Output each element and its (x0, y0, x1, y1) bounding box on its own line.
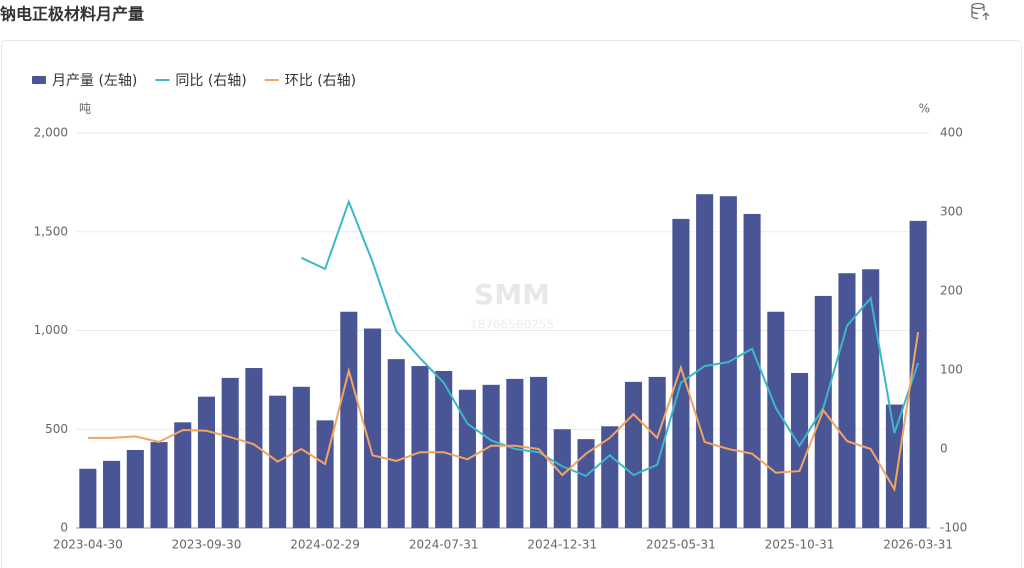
bar (790, 372, 809, 528)
y2-tick-label: 100 (940, 363, 963, 377)
x-tick-label: 2023-04-30 (53, 538, 123, 552)
bar (221, 377, 239, 528)
bar (838, 273, 856, 528)
x-tick-label: 2025-10-31 (765, 538, 835, 552)
bar (577, 439, 595, 528)
bar (150, 442, 168, 528)
x-tick-label: 2024-07-31 (409, 538, 479, 552)
x-tick-label: 2024-02-29 (290, 538, 360, 552)
bar (411, 366, 429, 528)
bar (174, 422, 192, 528)
y2-tick-label: 0 (940, 442, 948, 456)
y-tick-label: 2,000 (34, 126, 68, 140)
bar (363, 328, 382, 528)
bar (885, 404, 903, 528)
bar (553, 429, 571, 528)
bar (601, 426, 619, 528)
bar (648, 376, 666, 528)
bar (103, 460, 121, 528)
bar (696, 194, 714, 528)
chart-title: 钠电正极材料月产量 (0, 5, 144, 24)
y2-tick-label: 300 (940, 205, 963, 219)
watermark: 18766560255 (470, 318, 554, 332)
bar (506, 378, 524, 528)
y2-tick-label: 200 (940, 284, 963, 298)
line (300, 198, 920, 478)
bar (245, 368, 263, 528)
legend-label: 环比 (右轴) (285, 73, 356, 89)
bar (624, 381, 643, 528)
y2-unit: % (919, 102, 930, 116)
y2-tick-label: -100 (940, 521, 967, 535)
bar (292, 386, 310, 528)
legend-label: 月产量 (左轴) (52, 73, 137, 89)
x-tick-label: 2024-12-31 (527, 538, 597, 552)
bar (435, 370, 453, 528)
bar (482, 384, 500, 528)
bar (126, 449, 144, 528)
bar (387, 359, 405, 528)
y-unit: 吨 (79, 102, 91, 116)
y2-tick-label: 400 (940, 126, 963, 140)
y-tick-label: 500 (45, 422, 68, 436)
bar (909, 220, 927, 528)
y-tick-label: 1,500 (34, 224, 68, 238)
bar (743, 213, 761, 528)
legend-marker (32, 76, 46, 84)
bar (767, 311, 785, 528)
bar (862, 269, 880, 528)
bar (672, 218, 690, 528)
legend-label: 同比 (右轴) (175, 73, 246, 89)
line (87, 331, 920, 493)
bar (340, 311, 358, 528)
bar (79, 468, 97, 528)
watermark: SMM (474, 278, 550, 311)
export-icon[interactable] (971, 2, 990, 21)
x-tick-label: 2025-05-31 (646, 538, 716, 552)
x-tick-label: 2023-09-30 (172, 538, 242, 552)
bar (197, 396, 216, 528)
y-tick-label: 1,000 (34, 323, 68, 337)
x-tick-label: 2026-03-31 (883, 538, 953, 552)
y-tick-label: 0 (60, 521, 68, 535)
